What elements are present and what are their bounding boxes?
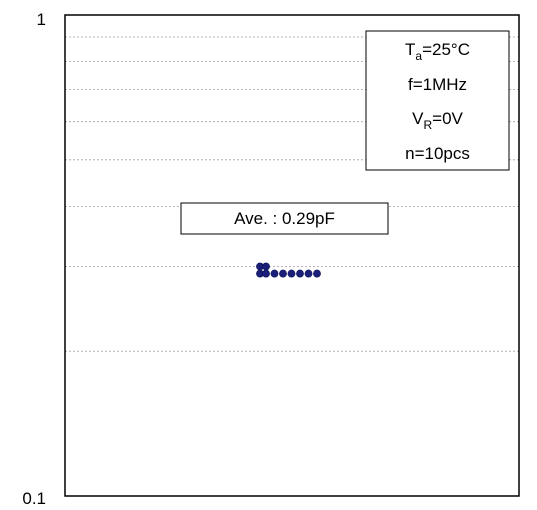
conditions-box-frame: [365, 30, 510, 171]
data-point: [304, 269, 313, 278]
data-point: [262, 262, 270, 271]
average-label: Ave. : 0.29pF: [234, 209, 335, 228]
condition-sample-count: n=10pcs: [405, 144, 470, 163]
y-tick-label-top: 1: [37, 10, 46, 29]
conditions-legend-box: Ta=25°C f=1MHz VR=0V n=10pcs: [365, 30, 510, 171]
data-point: [270, 269, 279, 278]
data-point: [287, 269, 296, 278]
condition-temperature: Ta=25°C: [405, 40, 470, 63]
data-point: [262, 269, 270, 278]
average-box-frame: [180, 202, 389, 235]
y-tick-label-bottom: 0.1: [22, 489, 46, 508]
data-point: [279, 269, 287, 278]
condition-reverse-voltage: VR=0V: [412, 109, 463, 132]
data-points: [256, 262, 321, 278]
plot-frame: [64, 14, 520, 497]
average-annotation: Ave. : 0.29pF: [180, 202, 389, 235]
data-point: [296, 269, 304, 278]
data-point: [313, 269, 321, 278]
condition-frequency: f=1MHz: [408, 75, 467, 94]
